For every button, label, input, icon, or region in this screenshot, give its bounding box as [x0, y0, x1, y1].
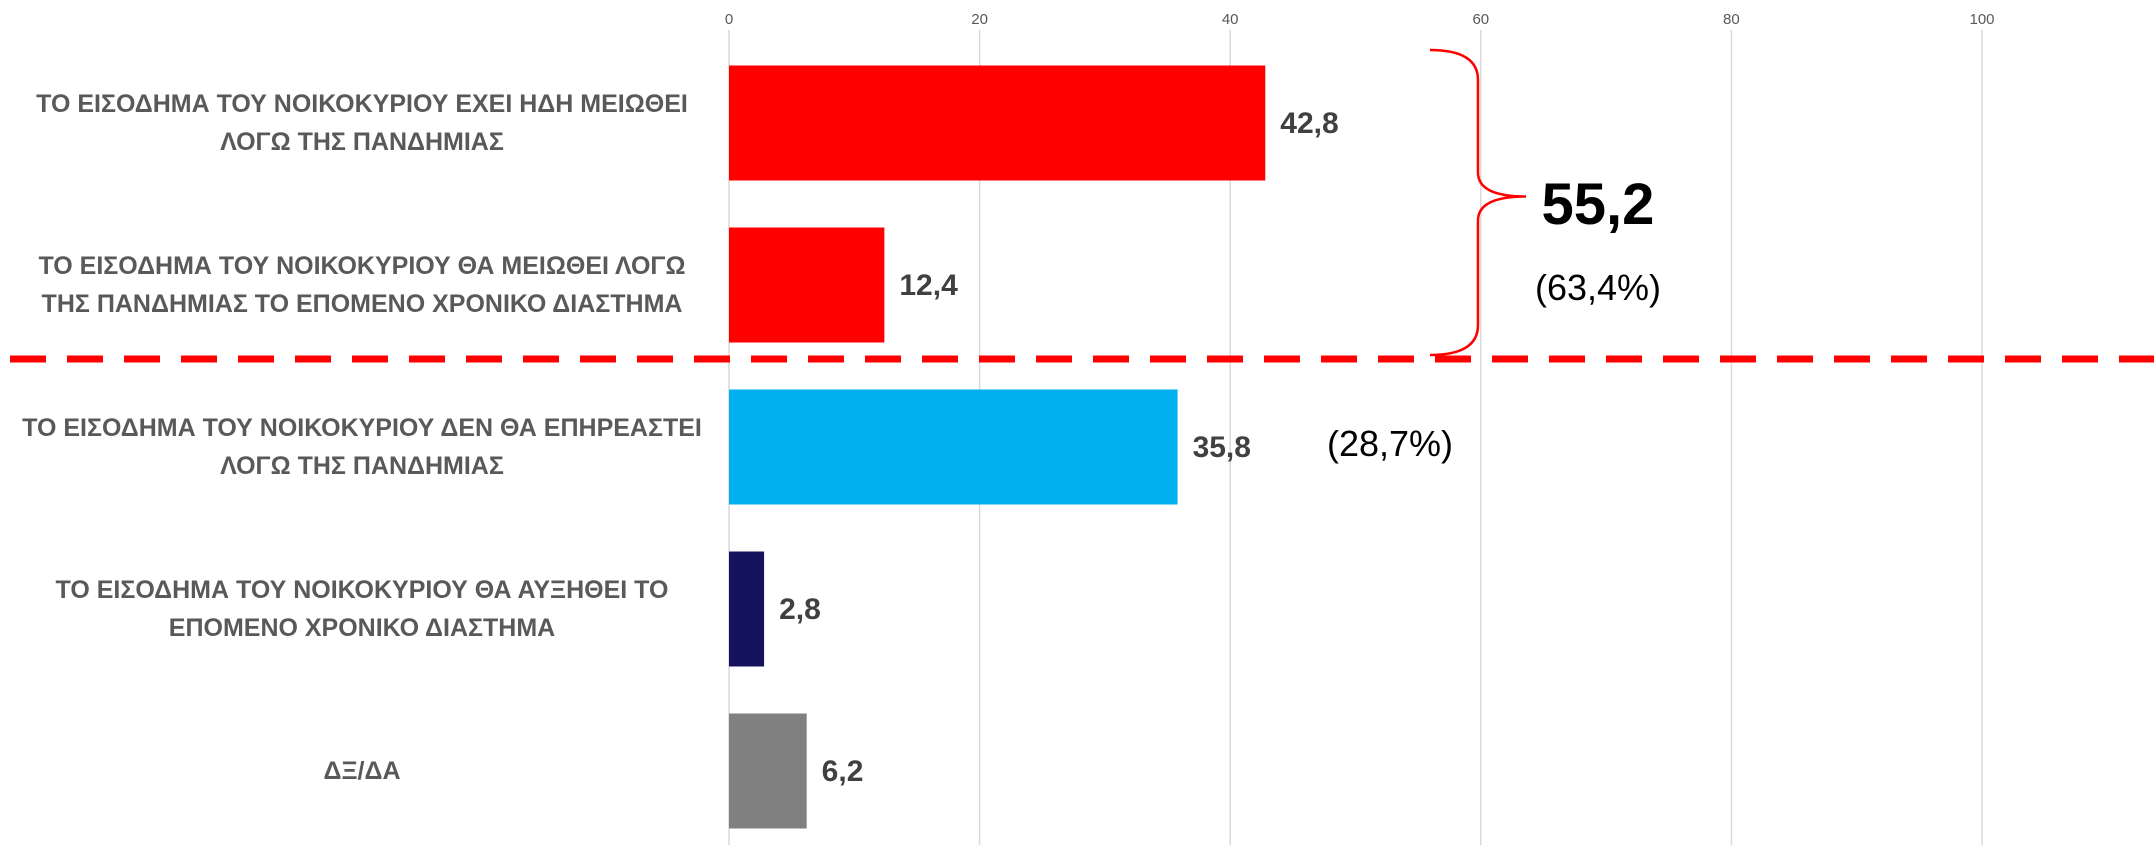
data-label: 12,4	[899, 269, 958, 302]
data-label: 6,2	[822, 755, 864, 788]
category-label: ΤΟ ΕΙΣΟΔΗΜΑ ΤΟΥ ΝΟΙΚΟΚΥΡΙΟΥ ΔΕΝ ΘΑ ΕΠΗΡΕ…	[22, 414, 702, 480]
category-label: ΤΟ ΕΙΣΟΔΗΜΑ ΤΟΥ ΝΟΙΚΟΚΥΡΙΟΥ ΘΑ ΜΕΙΩΘΕΙ Λ…	[38, 252, 686, 318]
data-label: 2,8	[779, 593, 821, 626]
group-total-label: 55,2	[1542, 172, 1655, 237]
bar	[729, 713, 807, 829]
bar	[729, 551, 765, 667]
x-tick-label: 100	[1969, 11, 1994, 28]
x-tick-label: 80	[1723, 11, 1740, 28]
data-label: 35,8	[1193, 431, 1251, 464]
x-tick-label: 60	[1472, 11, 1489, 28]
group-share-label: (63,4%)	[1535, 267, 1661, 308]
bar	[729, 389, 1178, 505]
x-tick-label: 20	[971, 11, 988, 28]
group-brace	[1429, 48, 1527, 357]
bar	[729, 227, 885, 343]
category-label: ΔΞ/ΔΑ	[323, 757, 401, 785]
x-tick-label: 40	[1222, 11, 1239, 28]
x-tick-label: 0	[725, 11, 733, 28]
data-label: 42,8	[1280, 107, 1338, 140]
unaffected-share-label: (28,7%)	[1327, 423, 1453, 464]
category-label: ΤΟ ΕΙΣΟΔΗΜΑ ΤΟΥ ΝΟΙΚΟΚΥΡΙΟΥ ΘΑ ΑΥΞΗΘΕΙ Τ…	[55, 576, 669, 642]
bar	[729, 65, 1266, 181]
category-label: ΤΟ ΕΙΣΟΔΗΜΑ ΤΟΥ ΝΟΙΚΟΚΥΡΙΟΥ ΕΧΕΙ ΗΔΗ ΜΕΙ…	[36, 90, 688, 156]
